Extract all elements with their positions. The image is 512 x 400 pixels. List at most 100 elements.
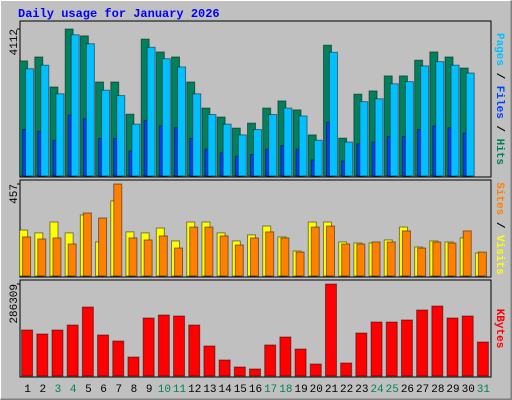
- legend-separator: /: [493, 119, 505, 139]
- bar: [309, 363, 322, 377]
- bar: [233, 366, 246, 377]
- bar: [371, 241, 381, 277]
- x-tick-label: 19: [294, 384, 307, 396]
- bar: [370, 321, 383, 377]
- bar: [188, 324, 201, 377]
- bar: [157, 314, 170, 377]
- bar: [127, 356, 140, 377]
- bar: [207, 114, 217, 177]
- bar: [67, 243, 77, 277]
- x-tick-label: 9: [146, 384, 153, 396]
- bar: [161, 58, 171, 177]
- bar: [146, 46, 156, 177]
- bar: [22, 236, 32, 277]
- bar: [477, 251, 487, 277]
- bar: [431, 305, 444, 377]
- bar: [450, 64, 460, 177]
- x-tick-label: 5: [85, 384, 92, 396]
- bar: [389, 83, 399, 177]
- x-tick-label: 12: [188, 384, 201, 396]
- bar: [113, 183, 123, 277]
- bar: [52, 237, 62, 277]
- x-tick-label: 10: [158, 384, 171, 396]
- bar: [310, 226, 320, 277]
- bar: [400, 319, 413, 377]
- legend: Sites / Visits: [493, 182, 505, 274]
- bar: [283, 107, 293, 177]
- bar: [218, 359, 231, 377]
- bar: [249, 368, 261, 377]
- bar: [386, 241, 396, 277]
- y-tick-label: 4112: [9, 29, 21, 55]
- bar: [192, 93, 202, 177]
- bar: [417, 247, 427, 277]
- x-tick-label: 31: [477, 384, 491, 396]
- bar: [446, 317, 459, 377]
- bar: [298, 115, 308, 177]
- legend: Pages / Files / Hits: [493, 33, 505, 165]
- bar: [51, 329, 64, 377]
- x-tick-label: 30: [462, 384, 475, 396]
- bar: [294, 348, 307, 377]
- bar: [70, 34, 80, 177]
- bar: [341, 243, 351, 277]
- x-tick-label: 15: [234, 384, 247, 396]
- bar: [203, 345, 216, 377]
- x-tick-label: 4: [70, 384, 77, 396]
- legend-entry: Hits: [493, 139, 505, 165]
- bar: [40, 64, 50, 177]
- bar: [222, 123, 232, 177]
- x-tick-label: 20: [310, 384, 323, 396]
- bar: [374, 98, 384, 177]
- bar: [101, 89, 111, 177]
- x-tick-label: 16: [249, 384, 262, 396]
- bar: [279, 336, 292, 377]
- legend-entry: KBytes: [493, 309, 505, 349]
- bar: [234, 244, 244, 277]
- bar: [325, 225, 335, 277]
- bar: [355, 332, 368, 377]
- bar: [204, 226, 214, 277]
- x-tick-label: 7: [115, 384, 122, 396]
- legend-entry: Sites: [493, 182, 505, 215]
- bar: [359, 101, 369, 177]
- bar: [324, 283, 337, 377]
- bar: [432, 241, 442, 277]
- legend-separator: /: [493, 66, 505, 86]
- bar: [447, 242, 457, 277]
- bar: [328, 51, 338, 177]
- bar: [250, 237, 259, 277]
- bar: [401, 230, 411, 277]
- bar: [404, 81, 414, 177]
- bar: [340, 362, 353, 377]
- bar: [97, 334, 110, 377]
- x-tick-label: 25: [386, 384, 399, 396]
- x-tick-label: 13: [203, 384, 216, 396]
- bar: [82, 212, 92, 277]
- bar: [37, 238, 47, 277]
- bar: [385, 321, 398, 377]
- bar: [461, 315, 474, 377]
- x-tick-label: 18: [279, 384, 292, 396]
- bar: [112, 340, 125, 377]
- bar: [313, 139, 323, 177]
- bar: [280, 237, 290, 277]
- x-tick-label: 28: [431, 384, 444, 396]
- bar: [66, 324, 79, 377]
- x-tick-label: 2: [39, 384, 46, 396]
- bar: [142, 317, 155, 377]
- x-tick-label: 27: [416, 384, 429, 396]
- bar: [268, 114, 278, 177]
- x-tick-label: 17: [264, 384, 277, 396]
- bar: [98, 217, 108, 277]
- x-tick-label: 24: [370, 384, 384, 396]
- bar: [344, 141, 354, 177]
- bar: [253, 129, 262, 177]
- x-tick-label: 1: [24, 384, 31, 396]
- bar: [435, 61, 445, 177]
- bar: [264, 344, 277, 377]
- legend: KBytes: [493, 309, 505, 349]
- x-tick-label: 8: [131, 384, 138, 396]
- bar: [143, 239, 153, 277]
